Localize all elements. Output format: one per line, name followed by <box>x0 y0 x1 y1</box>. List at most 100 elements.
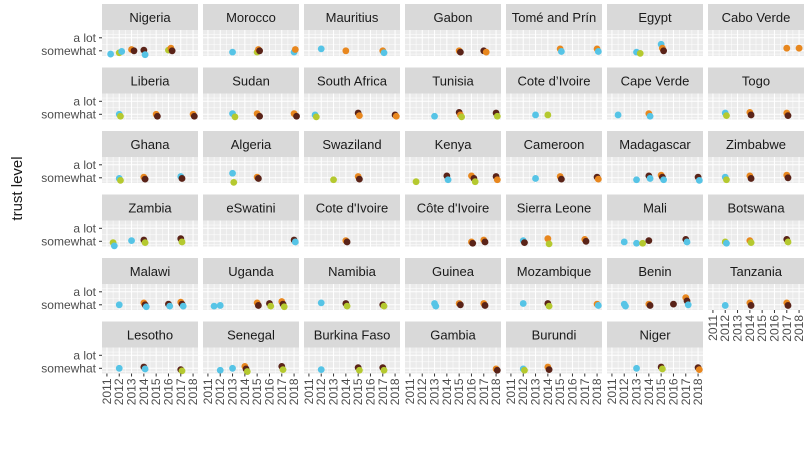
data-point <box>493 176 501 184</box>
data-point <box>532 175 539 182</box>
data-point <box>582 237 590 245</box>
facet-title: Algeria <box>231 137 272 152</box>
facet-title: Cote d’Ivoire <box>518 74 591 89</box>
facet-panel: Madagascar <box>607 131 703 184</box>
x-tick-label: 2012 <box>314 378 328 405</box>
data-point <box>784 238 792 246</box>
facet-strip <box>607 4 703 30</box>
data-point <box>229 48 236 56</box>
facet-panel: eSwatini <box>203 194 299 247</box>
x-tick-label: 2017 <box>376 378 390 405</box>
data-point <box>521 366 528 374</box>
data-point <box>190 112 198 120</box>
data-point <box>620 238 628 246</box>
facet-title: Zimbabwe <box>726 137 786 152</box>
facet-strip <box>607 194 703 221</box>
data-point <box>380 302 388 310</box>
facet-strip <box>304 4 400 30</box>
facet-title: South Africa <box>317 74 388 89</box>
y-tick-label: a lot <box>73 94 96 108</box>
facet-panel: Sudan <box>203 67 300 121</box>
x-tick-label: 2015 <box>149 378 163 405</box>
data-point <box>291 238 299 246</box>
facet-strip <box>203 258 299 284</box>
data-point <box>168 47 176 55</box>
facet-title: Botswana <box>727 201 785 216</box>
data-point <box>317 45 325 53</box>
data-point <box>458 113 466 121</box>
facet-strip <box>304 67 400 94</box>
facet-strip <box>506 131 602 157</box>
data-point <box>178 238 186 246</box>
facet-strip <box>102 258 198 284</box>
facet-strip <box>102 321 198 348</box>
facet-strip <box>607 321 703 348</box>
x-tick-label: 2011 <box>201 378 215 404</box>
facet-panel: Namibia <box>304 258 400 310</box>
data-point <box>557 48 565 55</box>
data-point <box>456 301 464 309</box>
data-point <box>545 366 553 373</box>
data-point <box>291 46 299 53</box>
facet-title: Togo <box>742 74 770 89</box>
data-point <box>481 302 489 309</box>
data-point <box>141 365 149 373</box>
facet-strip <box>405 4 501 30</box>
x-tick-label: 2016 <box>363 378 377 405</box>
facet-title: Namibia <box>328 264 376 279</box>
x-tick-label: 2017 <box>174 378 188 405</box>
x-tick-label: 2012 <box>415 378 429 405</box>
x-tick-label: 2012 <box>617 378 631 405</box>
facet-title: Benin <box>638 264 671 279</box>
y-tick-label: somewhat <box>41 171 96 185</box>
facet-title: Cabo Verde <box>722 10 791 25</box>
data-point <box>493 366 501 374</box>
facet-strip <box>203 4 299 30</box>
data-point <box>412 178 420 186</box>
y-tick-label: somewhat <box>41 234 96 248</box>
data-point <box>179 302 187 310</box>
facet-panel: Cameroon <box>506 131 602 183</box>
facet-title: Mali <box>643 201 667 216</box>
data-point <box>660 47 668 55</box>
data-point <box>784 302 792 309</box>
facet-strip <box>102 131 198 157</box>
data-point <box>545 302 553 310</box>
data-point <box>216 302 224 309</box>
facet-strip <box>708 258 804 284</box>
facet-title: Mauritius <box>326 10 379 25</box>
data-point <box>178 175 186 182</box>
data-point <box>481 238 489 246</box>
facet-panel: Tunisia <box>405 67 501 121</box>
facet-strip <box>506 4 602 30</box>
data-point <box>646 175 654 182</box>
data-point <box>633 176 640 184</box>
data-point <box>115 301 123 309</box>
facet-title: Madagascar <box>619 137 691 152</box>
x-tick-label: 2015 <box>654 378 668 405</box>
data-point <box>695 177 703 184</box>
data-point <box>231 113 239 121</box>
facet-strip <box>304 321 400 348</box>
x-tick-label: 2016 <box>565 378 579 405</box>
data-point <box>230 178 238 186</box>
facet-strip <box>304 131 400 157</box>
x-tick-label: 2013 <box>226 378 240 405</box>
data-point <box>115 364 123 372</box>
data-point <box>380 49 388 57</box>
x-tick-label: 2012 <box>718 315 732 342</box>
x-tick-label: 2017 <box>780 315 794 342</box>
facet-strip <box>506 258 602 284</box>
facet-title: Tomé and Prín <box>512 10 597 25</box>
data-point <box>229 364 236 372</box>
data-point <box>622 302 629 310</box>
y-tick-label: somewhat <box>41 361 96 375</box>
facet-strip <box>102 194 198 221</box>
x-tick-label: 2011 <box>403 378 417 404</box>
data-point <box>118 48 126 55</box>
